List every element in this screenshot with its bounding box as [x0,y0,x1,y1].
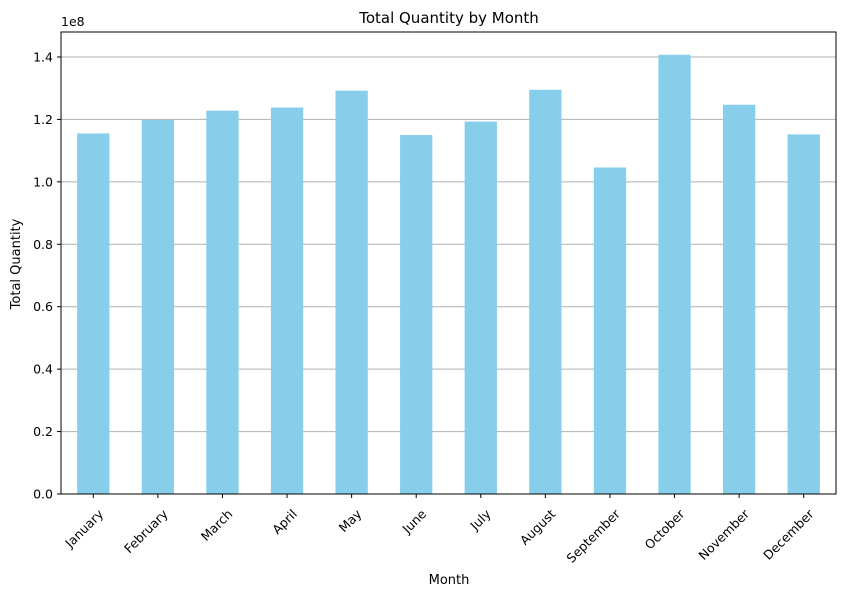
x-tick-label-august: August [517,506,559,548]
bar-october [658,54,691,494]
bar-june [400,135,433,494]
bar-november [722,104,756,495]
x-tick-label-march: March [198,506,236,544]
x-axis-ticks: January February March April May June July Augu… [61,494,817,566]
gridlines [61,56,836,495]
x-tick-label-january: January [61,506,106,551]
y-tick-label: 0.6 [33,299,53,314]
y-tick-label: 1.2 [33,112,53,127]
x-tick-label-april: April [269,506,300,537]
y-scale-label: 1e8 [61,14,85,29]
chart-title: Total Quantity by Month [358,9,539,27]
y-axis-ticks: 0.0 0.2 0.4 0.6 0.8 1.0 1.2 1.4 [33,49,61,502]
x-tick-label-december: December [760,506,817,563]
x-tick-label-july: July [466,506,494,534]
bar-april [270,107,304,494]
x-tick-label-september: September [563,506,623,566]
bar-february [141,120,175,495]
bar-january [77,133,110,494]
y-tick-label: 0.8 [33,237,53,252]
plot-frame [60,31,837,495]
bars [77,54,820,495]
y-tick-label: 1.4 [33,49,53,64]
x-tick-label-october: October [641,506,688,553]
bar-september [593,167,627,494]
bar-march [206,110,239,495]
x-tick-label-february: February [121,506,171,556]
x-tick-label-june: June [399,506,430,537]
y-tick-label: 1.0 [33,174,53,189]
bar-december [787,134,820,494]
x-tick-label-november: November [695,506,752,563]
x-tick-label-may: May [336,506,365,535]
bar-july [464,121,497,494]
bar-may [335,90,368,494]
y-axis-title: Total Quantity [9,218,24,310]
y-tick-label: 0.0 [33,487,53,502]
bar-august [529,89,562,494]
y-tick-label: 0.4 [33,362,53,377]
y-tick-label: 0.2 [33,424,53,439]
x-axis-title: Month [429,573,470,588]
